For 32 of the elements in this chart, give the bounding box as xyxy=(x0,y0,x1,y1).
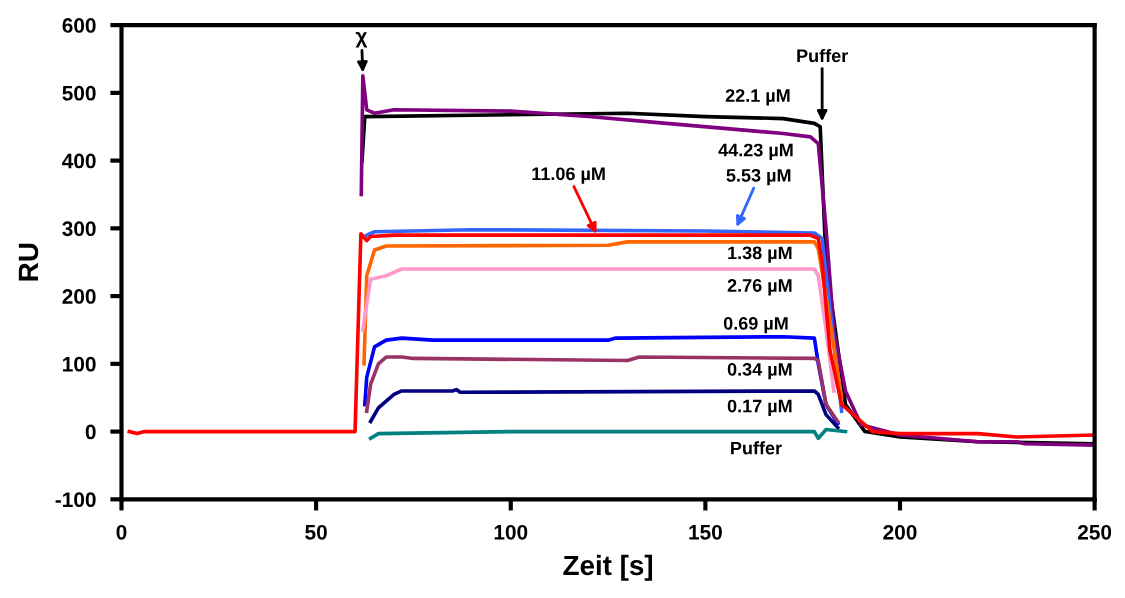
x-tick-label: 100 xyxy=(494,524,528,540)
annotation: 44.23 µM xyxy=(718,143,793,161)
y-tick-label: 300 xyxy=(62,221,96,237)
y-tick-label: 400 xyxy=(62,153,96,169)
annotation: Puffer xyxy=(797,48,848,63)
annotation: 11.06 µM xyxy=(532,167,605,184)
annotation: 0.17 µM xyxy=(727,399,792,417)
annotation: 5.53 µM xyxy=(726,168,791,186)
annotation: 2.76 µM xyxy=(727,279,792,296)
y-tick-label: 200 xyxy=(62,289,96,304)
x-tick-label: 0 xyxy=(116,524,127,540)
x-tick-label: 50 xyxy=(305,524,327,540)
annotation: 1.38 µM xyxy=(728,246,792,263)
annotation: χ xyxy=(355,31,368,48)
x-tick-label: 250 xyxy=(1077,524,1112,540)
line-series xyxy=(364,355,840,424)
y-tick-label: 100 xyxy=(63,356,96,372)
x-axis-title: Zeit [s] xyxy=(563,554,653,581)
annotation: 0.34 µM xyxy=(727,362,792,380)
line-series xyxy=(368,387,840,430)
annotation: 0.69 µM xyxy=(723,316,788,334)
annotation: Puffer xyxy=(731,441,782,455)
annotation: 22.1 µM xyxy=(725,89,790,106)
line-series xyxy=(361,267,836,393)
y-tick-label: 500 xyxy=(62,85,96,101)
line-series xyxy=(368,427,848,441)
x-tick-label: 200 xyxy=(883,524,917,540)
y-axis-title: RU xyxy=(18,243,39,281)
x-tick-label: 150 xyxy=(689,524,722,540)
y-tick-label: 0 xyxy=(85,424,96,440)
y-tick-label: 600 xyxy=(62,18,96,33)
y-tick-label: -100 xyxy=(55,492,96,508)
